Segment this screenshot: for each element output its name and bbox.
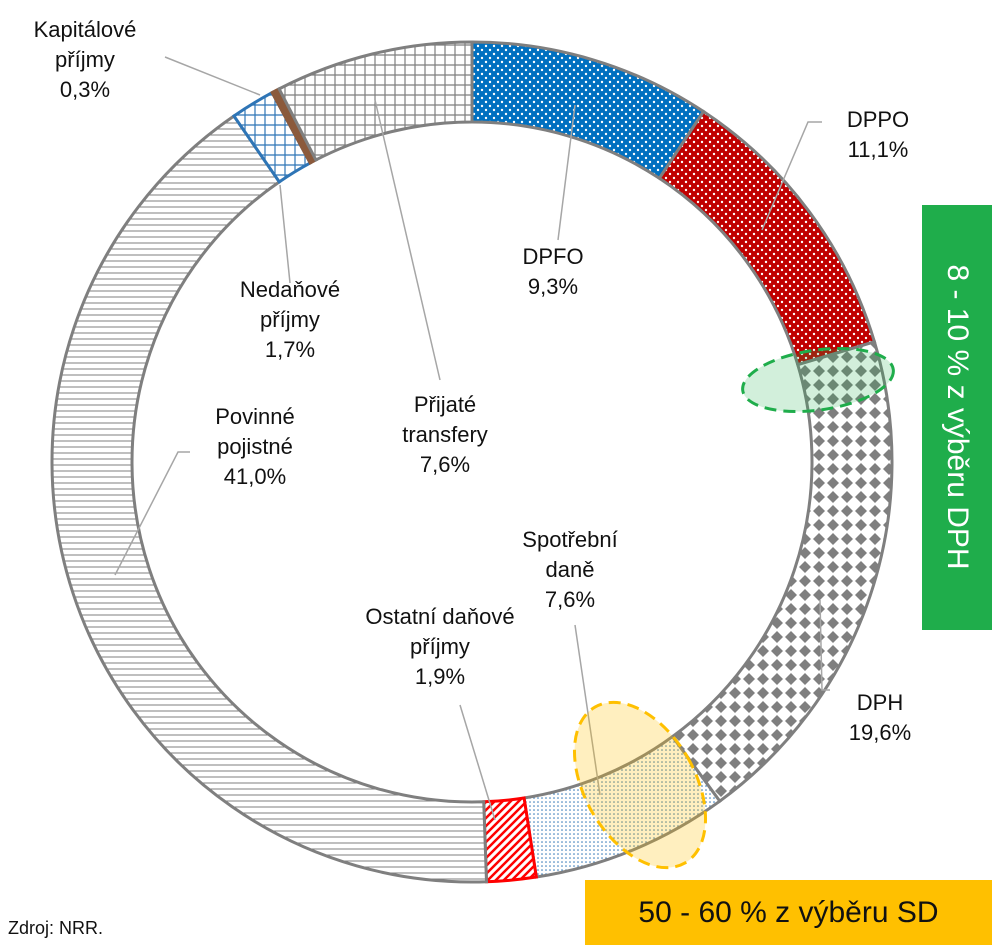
leader-line [819, 599, 830, 691]
value-label: 11,1% [847, 137, 909, 162]
category-name: DPPO [846, 107, 910, 132]
leader-line [374, 99, 441, 381]
dph-note-text: 8 - 10 % z výběru DPH [941, 264, 974, 570]
data-label: Ostatní daňové příjmy 1,9% [365, 602, 515, 692]
leader-line [114, 451, 190, 576]
dph-highlight [741, 346, 895, 414]
category-name: Povinné pojistné [215, 404, 295, 459]
value-label: 0,3% [59, 77, 111, 102]
value-label: 9,3% [527, 274, 579, 299]
source: Zdroj: NRR. [8, 918, 104, 938]
dph-note: 8 - 10 % z výběru DPH [922, 205, 992, 630]
value-label: 7,6% [419, 452, 471, 477]
sd-note: 50 - 60 % z výběru SD [585, 880, 992, 945]
leader-line [574, 624, 601, 796]
category-name: DPH [856, 690, 904, 715]
leader-line [761, 121, 822, 231]
category-name: Kapitálové příjmy [33, 17, 137, 72]
data-label: Spotřební daně 7,6% [510, 525, 630, 615]
leader-line [459, 704, 496, 821]
category-name: Spotřební daně [522, 527, 618, 582]
value-label: 7,6% [544, 587, 596, 612]
donut-segment [470, 40, 706, 181]
data-label: DPFO 9,3% [503, 242, 603, 302]
value-label: 1,9% [414, 664, 466, 689]
leader-line [164, 56, 261, 96]
data-label: Kapitálové příjmy 0,3% [20, 15, 150, 105]
value-label: 19,6% [848, 720, 912, 745]
data-label: Povinné pojistné 41,0% [200, 402, 310, 492]
category-name: Nedaňové příjmy [239, 277, 341, 332]
value-label: 1,7% [264, 337, 316, 362]
data-label: DPPO 11,1% [828, 105, 928, 165]
sd-highlight [572, 700, 708, 870]
category-name: Přijaté transfery [402, 392, 488, 447]
data-label: Přijaté transfery 7,6% [390, 390, 500, 480]
category-name: DPFO [522, 244, 584, 269]
leader-line [557, 104, 576, 241]
category-name: Ostatní daňové příjmy [365, 604, 515, 659]
data-label: DPH 19,6% [830, 688, 930, 748]
donut-segment [50, 113, 489, 884]
leader-line [279, 184, 291, 284]
value-label: 41,0% [223, 464, 287, 489]
data-label: Nedaňové příjmy 1,7% [220, 275, 360, 365]
